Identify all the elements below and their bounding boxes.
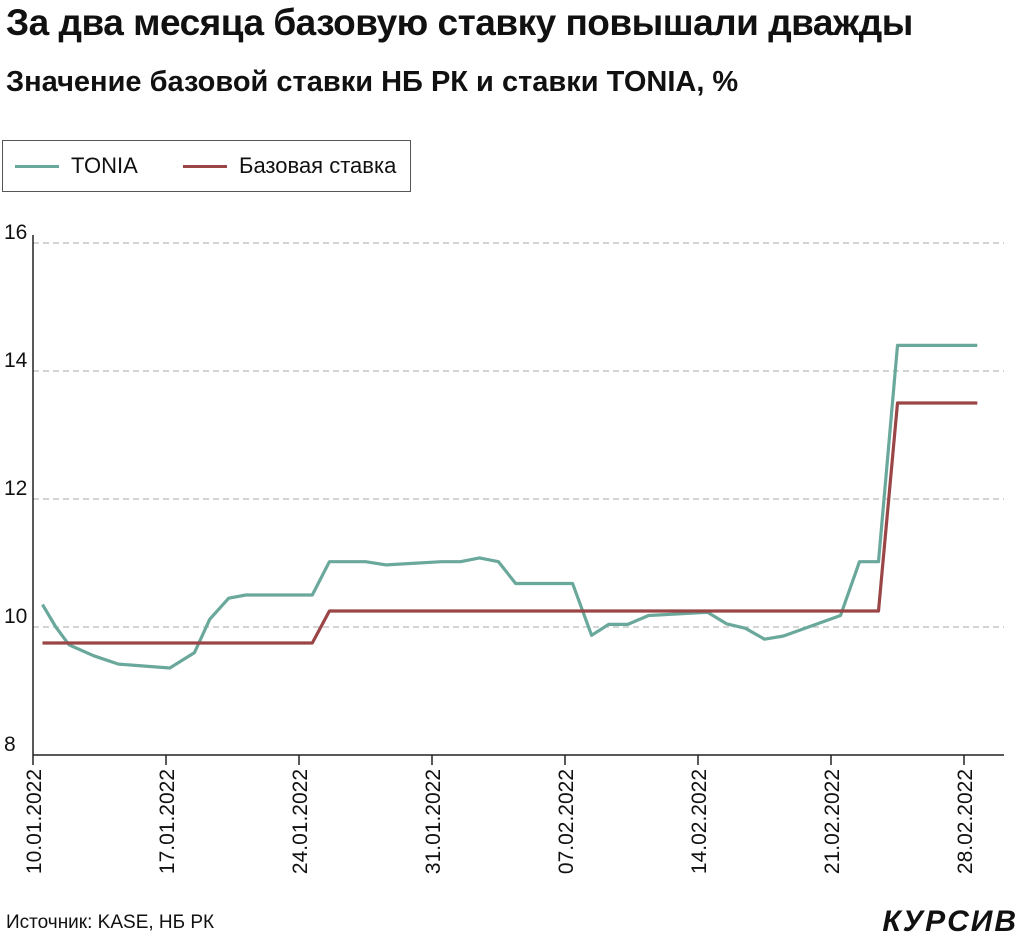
y-tick-label: 10 [4,605,27,628]
x-tick-label: 21.02.2022 [821,769,844,874]
series-line-base-rate [42,401,978,645]
x-tick-label: 07.02.2022 [555,769,578,874]
y-tick-label: 8 [4,733,16,756]
x-tick-label: 14.02.2022 [688,769,711,874]
y-tick-label: 16 [4,221,27,244]
legend-label-tonia: TONIA [71,153,138,178]
chart-subtitle: Значение базовой ставки НБ РК и ставки T… [6,66,739,98]
chart-title: За два месяца базовую ставку повышали дв… [6,2,913,43]
y-tick-label: 14 [4,349,28,372]
brand-logo: КУРСИВ [882,905,1018,938]
legend-label-base-rate: Базовая ставка [239,153,397,178]
line-chart: 8 10 12 14 16 10.01.2022 17.01.2022 24.01.2022 3… [4,221,1004,874]
x-tick-label: 28.02.2022 [954,769,977,874]
y-tick-label: 12 [4,477,27,500]
legend-item-base-rate: Базовая ставка [183,141,396,191]
source-note: Источник: KASE, НБ РК [6,912,215,933]
x-tick-label: 31.01.2022 [422,769,445,874]
x-tick-label: 24.01.2022 [289,769,312,874]
legend-swatch-tonia [15,164,59,168]
legend-swatch-base-rate [183,164,227,168]
x-tick-label: 17.01.2022 [156,769,179,874]
x-tick-label: 10.01.2022 [23,769,46,874]
series-line-tonia [41,343,978,670]
chart-legend: TONIA Базовая ставка [2,140,411,192]
legend-item-tonia: TONIA [15,141,138,191]
